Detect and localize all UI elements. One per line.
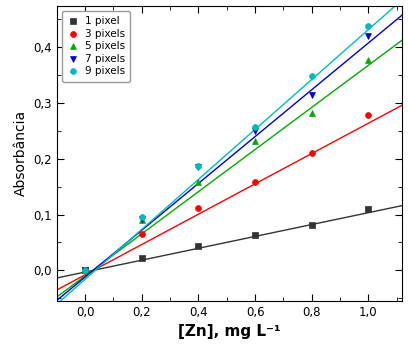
7 pixels [365, 33, 372, 39]
1 pixel [252, 232, 258, 237]
3 pixels [365, 112, 372, 118]
Legend: 1 pixel, 3 pixels, 5 pixels, 7 pixels, 9 pixels: 1 pixel, 3 pixels, 5 pixels, 7 pixels, 9… [62, 11, 130, 82]
9 pixels [195, 163, 202, 168]
7 pixels [138, 216, 145, 222]
9 pixels [252, 124, 258, 129]
3 pixels [82, 268, 89, 273]
3 pixels [138, 231, 145, 237]
Y-axis label: Absorbância: Absorbância [14, 110, 28, 196]
9 pixels [365, 23, 372, 29]
5 pixels [252, 138, 258, 144]
9 pixels [82, 268, 89, 273]
5 pixels [195, 179, 202, 185]
5 pixels [308, 110, 315, 116]
1 pixel [195, 243, 202, 249]
5 pixels [138, 217, 145, 223]
9 pixels [308, 73, 315, 79]
5 pixels [82, 268, 89, 273]
7 pixels [252, 128, 258, 134]
7 pixels [82, 268, 89, 273]
3 pixels [195, 205, 202, 211]
1 pixel [138, 255, 145, 261]
7 pixels [195, 165, 202, 170]
X-axis label: [Zn], mg L⁻¹: [Zn], mg L⁻¹ [178, 324, 281, 339]
7 pixels [308, 92, 315, 98]
1 pixel [82, 268, 89, 273]
5 pixels [365, 57, 372, 62]
1 pixel [365, 206, 372, 212]
3 pixels [308, 150, 315, 156]
3 pixels [252, 179, 258, 185]
9 pixels [138, 215, 145, 220]
1 pixel [308, 222, 315, 227]
